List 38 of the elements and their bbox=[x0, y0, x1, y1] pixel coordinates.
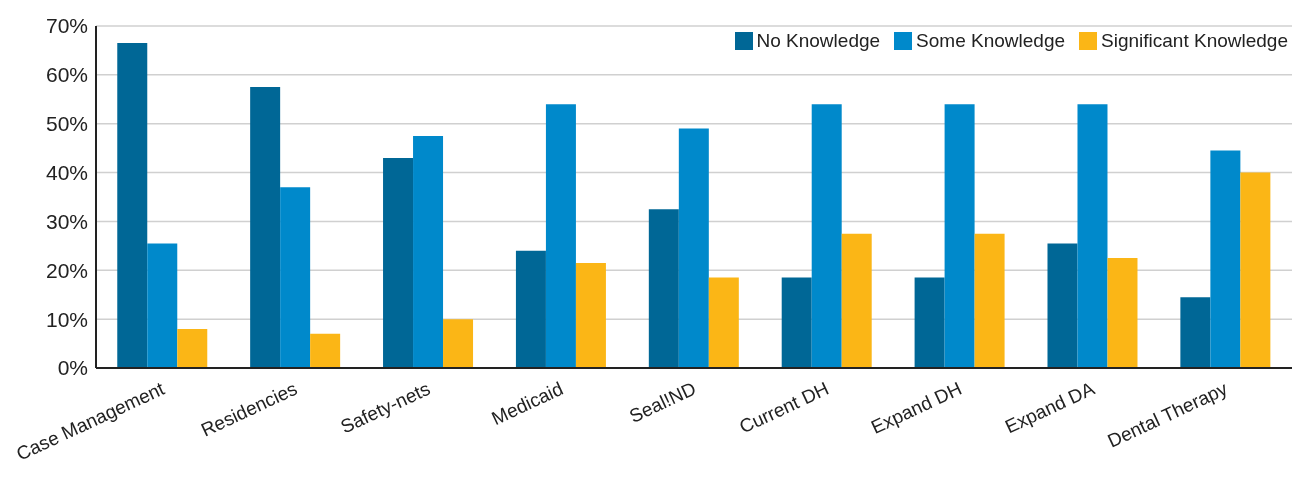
y-tick-label: 0% bbox=[57, 356, 88, 380]
y-tick-label: 40% bbox=[45, 161, 88, 185]
y-tick-label: 30% bbox=[45, 209, 88, 233]
y-tick-label: 70% bbox=[45, 14, 88, 38]
bar bbox=[781, 277, 812, 368]
bar bbox=[1077, 104, 1108, 368]
bar bbox=[575, 262, 606, 368]
bar bbox=[250, 87, 281, 368]
bar bbox=[974, 233, 1005, 368]
y-tick-label: 20% bbox=[45, 258, 88, 282]
y-tick-label: 60% bbox=[45, 63, 88, 87]
bar bbox=[147, 243, 178, 368]
y-tick-label: 10% bbox=[45, 307, 88, 331]
legend-label: Some Knowledge bbox=[915, 30, 1066, 52]
bar bbox=[413, 135, 444, 368]
bar bbox=[1047, 243, 1078, 368]
y-tick-label: 50% bbox=[45, 112, 88, 136]
bar bbox=[280, 187, 311, 368]
bar bbox=[648, 209, 679, 368]
bar bbox=[1180, 297, 1211, 368]
bar bbox=[515, 250, 546, 368]
bar bbox=[914, 277, 945, 368]
bar bbox=[177, 328, 208, 368]
legend-label: Significant Knowledge bbox=[1100, 30, 1288, 52]
bar bbox=[678, 128, 709, 368]
bar bbox=[811, 104, 842, 368]
bar bbox=[1210, 150, 1241, 368]
bar bbox=[443, 319, 474, 368]
bar bbox=[841, 233, 872, 368]
bar bbox=[1107, 258, 1138, 368]
bar bbox=[310, 333, 341, 368]
bar bbox=[545, 104, 576, 368]
bar bbox=[944, 104, 975, 368]
bar bbox=[1240, 172, 1271, 368]
bar bbox=[383, 157, 414, 368]
bar bbox=[117, 43, 148, 368]
legend-label: No Knowledge bbox=[755, 30, 881, 52]
bar bbox=[708, 277, 739, 368]
